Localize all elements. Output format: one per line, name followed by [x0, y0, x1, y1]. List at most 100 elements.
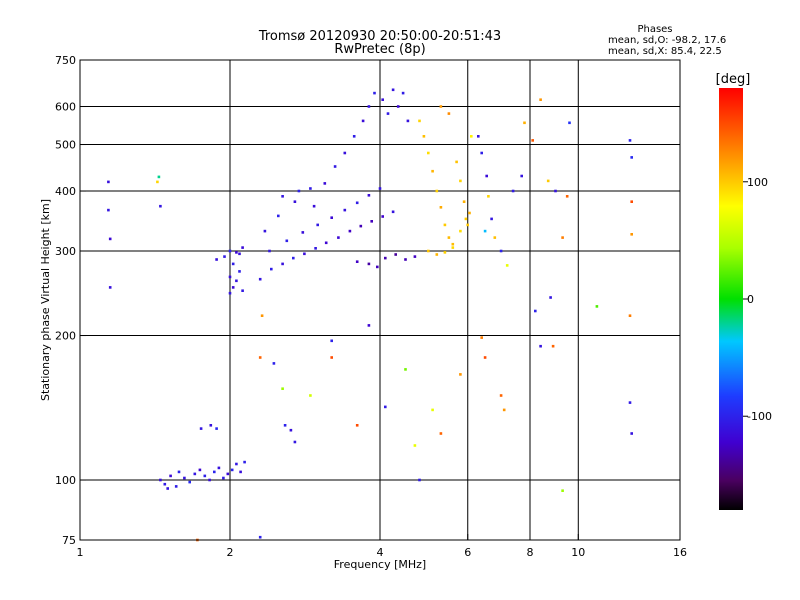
x-tick-label: 2 [227, 546, 234, 559]
data-point [268, 249, 271, 253]
data-point [292, 256, 295, 260]
data-point [241, 246, 244, 249]
data-point [258, 535, 262, 539]
data-point [277, 214, 280, 218]
data-point [480, 151, 483, 155]
data-point [539, 344, 542, 348]
data-point [595, 305, 599, 308]
data-point [258, 356, 262, 359]
data-point [630, 200, 633, 203]
data-point [443, 251, 447, 254]
data-point [367, 262, 371, 266]
data-point [534, 309, 537, 313]
data-point [348, 229, 352, 233]
data-point [568, 121, 571, 125]
data-point [630, 156, 633, 159]
y-axis-ticks: 75 100 200 300 400 500 600 750 [55, 54, 86, 547]
x-axis-ticks: 1 2 4 6 8 10 16 [77, 534, 687, 559]
data-point [370, 220, 373, 223]
data-point [263, 229, 267, 233]
data-point [355, 424, 359, 427]
x-tick-label: 16 [673, 546, 687, 559]
data-point [477, 135, 480, 138]
data-point [301, 231, 305, 234]
data-point [199, 427, 203, 430]
data-point [561, 489, 564, 492]
data-point [285, 239, 289, 243]
data-point [337, 236, 340, 239]
data-point [107, 208, 110, 212]
y-tick-label: 200 [55, 330, 76, 343]
x-tick-label: 6 [464, 546, 471, 559]
data-point [260, 314, 264, 317]
colorbar-tick-label: 100 [747, 176, 768, 189]
data-point [485, 174, 488, 178]
data-point [384, 256, 387, 260]
data-point [391, 88, 395, 92]
data-point [303, 252, 306, 256]
data-point [493, 236, 497, 239]
data-point [427, 151, 430, 155]
colorbar-ticks: -100 0 100 [743, 176, 772, 423]
data-point [378, 187, 382, 190]
data-point [209, 424, 213, 427]
data-point [406, 119, 410, 123]
data-point [466, 223, 469, 227]
colorbar-tick-label: 0 [747, 293, 754, 306]
data-point [391, 210, 395, 214]
data-point [222, 476, 225, 480]
data-point [361, 119, 365, 123]
data-point [459, 373, 462, 376]
data-point [230, 468, 234, 472]
data-point [520, 174, 523, 178]
data-point [630, 432, 633, 435]
colorbar-gradient [719, 88, 743, 510]
data-point [628, 314, 632, 317]
data-point [464, 217, 468, 221]
data-point [107, 180, 110, 184]
data-point [238, 270, 241, 273]
data-point [459, 229, 462, 233]
data-point [422, 135, 426, 138]
data-point [238, 252, 241, 256]
data-point [157, 175, 161, 179]
data-point [427, 249, 430, 253]
data-point [367, 324, 371, 327]
data-point [217, 466, 221, 470]
stats-line-x: mean, sd,X: 85.4, 22.5 [608, 46, 722, 57]
data-point [343, 208, 347, 212]
data-point [546, 179, 550, 183]
data-point [228, 275, 232, 279]
y-tick-label: 100 [55, 474, 76, 487]
data-point [159, 478, 162, 482]
data-point [462, 200, 466, 203]
data-point [381, 215, 384, 218]
data-point [451, 242, 455, 246]
data-point [333, 165, 337, 168]
y-tick-label: 750 [55, 54, 76, 67]
data-point [324, 241, 328, 245]
y-tick-label: 400 [55, 185, 76, 198]
data-point [435, 189, 439, 193]
data-point [373, 91, 376, 95]
data-point [281, 262, 284, 266]
data-point [169, 474, 172, 478]
data-point [297, 189, 301, 193]
stats-heading: Phases [637, 24, 672, 35]
x-tick-label: 4 [377, 546, 384, 559]
data-point [502, 408, 506, 412]
y-tick-label: 300 [55, 245, 76, 258]
data-point [231, 286, 235, 289]
data-point [628, 139, 632, 142]
colorbar-label: [deg] [716, 72, 751, 87]
data-point [404, 368, 407, 371]
grid-lines [80, 60, 680, 540]
data-point [239, 470, 242, 474]
x-tick-label: 8 [527, 546, 534, 559]
data-point [455, 160, 458, 164]
data-point [384, 405, 387, 409]
data-point [108, 237, 112, 241]
data-point [396, 105, 400, 108]
data-point [258, 277, 262, 281]
